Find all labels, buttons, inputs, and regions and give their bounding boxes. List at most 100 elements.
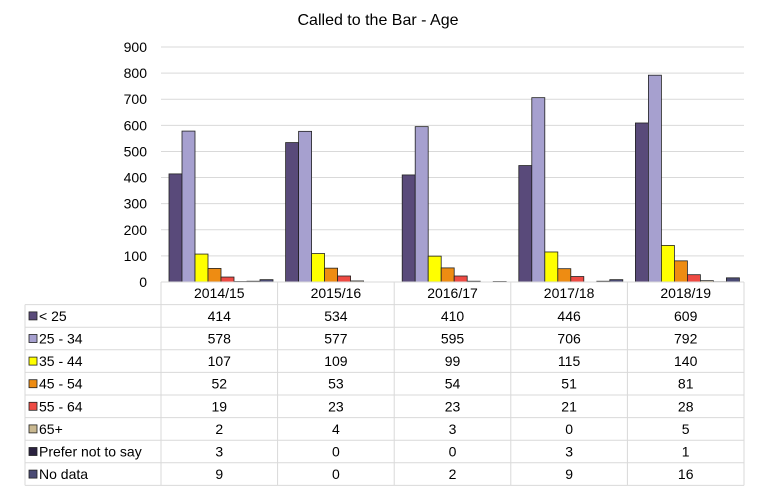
data-label: 51 <box>561 376 577 392</box>
bar <box>220 276 235 283</box>
legend-swatch <box>28 356 38 366</box>
data-label: 2 <box>449 466 457 482</box>
bar <box>557 268 572 283</box>
data-label: 53 <box>328 376 344 392</box>
bar <box>414 126 429 283</box>
legend-label: No data <box>39 466 88 482</box>
legend-label: 25 - 34 <box>39 331 83 347</box>
data-label: 9 <box>215 466 223 482</box>
y-axis: 0 100 200 300 400 500 600 700 800 900 <box>124 39 148 290</box>
bar <box>207 268 222 283</box>
data-label: 609 <box>674 308 698 324</box>
data-label: 54 <box>445 376 461 392</box>
legend-label: Prefer not to say <box>39 444 142 460</box>
bar <box>635 122 649 283</box>
y-tick-label: 200 <box>124 222 148 238</box>
data-label: 4 <box>332 421 340 437</box>
data-label: 21 <box>561 398 577 414</box>
bar <box>181 130 196 283</box>
legend-swatch <box>28 401 38 411</box>
legend-label: 35 - 44 <box>39 353 83 369</box>
data-label: 23 <box>328 398 344 414</box>
legend-swatch <box>28 447 38 456</box>
data-label: 140 <box>674 353 698 369</box>
data-label: 446 <box>557 308 581 324</box>
y-tick-label: 800 <box>124 65 148 81</box>
y-tick-label: 700 <box>124 91 148 107</box>
x-tick-label: 2016/17 <box>427 285 478 301</box>
bar <box>337 275 352 283</box>
data-label: 0 <box>449 444 457 460</box>
y-tick-label: 600 <box>124 117 148 133</box>
data-label: 414 <box>208 308 232 324</box>
bar <box>726 277 740 283</box>
chart-title: Called to the Bar - Age <box>298 12 459 29</box>
bar <box>440 267 455 283</box>
data-label: 9 <box>565 466 573 482</box>
data-label: 3 <box>565 444 573 460</box>
legend-swatch <box>28 311 38 321</box>
data-label: 706 <box>557 331 581 347</box>
y-tick-label: 0 <box>139 274 147 290</box>
bar <box>648 74 662 283</box>
data-label: 28 <box>678 398 694 414</box>
x-tick-label: 2018/19 <box>660 285 711 301</box>
bar <box>453 275 468 283</box>
x-tick-label: 2015/16 <box>311 285 362 301</box>
bar <box>311 253 326 283</box>
y-tick-label: 300 <box>124 196 148 212</box>
data-label: 578 <box>208 331 232 347</box>
legend-swatch <box>28 469 38 479</box>
data-label: 0 <box>332 466 340 482</box>
data-label: 23 <box>445 398 461 414</box>
legend-swatch <box>28 424 38 434</box>
data-label: 0 <box>332 444 340 460</box>
data-label: 2 <box>215 421 223 437</box>
bar <box>298 130 313 283</box>
x-tick-label: 2017/18 <box>544 285 595 301</box>
bar <box>570 276 585 283</box>
bar <box>674 260 688 283</box>
gridlines <box>161 46 744 283</box>
data-label: 3 <box>215 444 223 460</box>
data-label: 99 <box>445 353 461 369</box>
bar <box>427 255 442 283</box>
legend-label: 55 - 64 <box>39 398 83 414</box>
bar <box>661 245 675 283</box>
legend-label: 45 - 54 <box>39 376 83 392</box>
data-table: 2014/15 2015/16 2016/17 2017/18 2018/19 < 25 4… <box>24 281 745 486</box>
data-label: 0 <box>565 421 573 437</box>
y-tick-label: 900 <box>124 39 148 55</box>
bar <box>401 174 416 283</box>
legend-swatch <box>28 379 38 389</box>
bar <box>194 253 209 283</box>
legend-label: < 25 <box>39 308 67 324</box>
data-label: 577 <box>324 331 348 347</box>
y-tick-label: 400 <box>124 170 148 186</box>
data-label: 52 <box>212 376 228 392</box>
y-tick-label: 500 <box>124 143 148 159</box>
data-label: 107 <box>208 353 232 369</box>
data-label: 410 <box>441 308 465 324</box>
bar <box>285 142 300 283</box>
legend-swatch <box>28 334 38 343</box>
x-tick-label: 2014/15 <box>194 285 245 301</box>
data-label: 5 <box>682 421 690 437</box>
bar <box>324 267 339 283</box>
bar <box>168 173 183 283</box>
data-label: 1 <box>682 444 690 460</box>
y-tick-label: 100 <box>124 248 148 264</box>
bar <box>687 274 701 283</box>
data-label: 3 <box>449 421 457 437</box>
data-label: 115 <box>558 353 581 369</box>
data-label: 792 <box>674 331 698 347</box>
data-label: 595 <box>441 331 465 347</box>
bar <box>531 97 546 283</box>
bar <box>544 251 559 283</box>
data-label: 19 <box>212 398 228 414</box>
data-label: 16 <box>678 466 694 482</box>
bars <box>168 74 740 283</box>
data-label: 109 <box>324 353 348 369</box>
bar <box>518 165 533 283</box>
